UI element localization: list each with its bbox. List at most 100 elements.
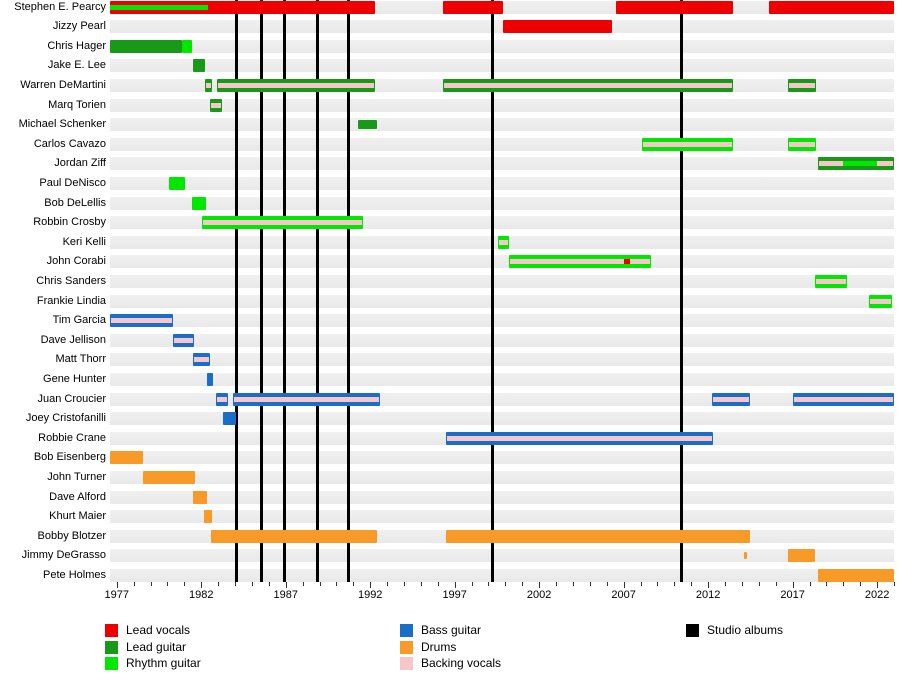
x-axis-minor-tick (471, 582, 473, 586)
x-axis-minor-tick (691, 582, 693, 586)
timeline-bar (817, 568, 894, 582)
x-axis-tick-label: 1987 (273, 589, 298, 601)
x-axis-minor-tick (725, 582, 727, 586)
secondary-role-stripe (793, 396, 893, 402)
row-track (110, 20, 894, 34)
timeline-bar (446, 529, 751, 543)
studio-album-line (259, 0, 263, 582)
member-label: Frankie Lindia (36, 294, 106, 307)
secondary-role-stripe (712, 396, 750, 402)
x-axis-minor-tick (572, 582, 574, 586)
x-axis-minor-tick (556, 582, 558, 586)
x-axis-minor-tick (505, 582, 507, 586)
x-axis-tick-label: 2017 (780, 589, 805, 601)
x-axis-minor-tick (387, 582, 389, 586)
row-track (110, 274, 894, 288)
studio-album-line (346, 0, 350, 582)
secondary-role-stripe (205, 82, 212, 88)
row-track (110, 314, 894, 328)
timeline-bar (442, 78, 734, 92)
timeline-bar (787, 78, 817, 92)
x-axis-minor-tick (741, 582, 743, 586)
member-label: Jizzy Pearl (52, 20, 106, 33)
member-label: Juan Croucier (37, 392, 106, 405)
legend-label-rg: Rhythm guitar (126, 656, 201, 670)
x-axis-minor-tick (150, 582, 152, 586)
legend-swatch-rg (105, 657, 118, 670)
x-axis-major-tick (539, 582, 541, 588)
x-axis-minor-tick (404, 582, 405, 586)
member-label: Robbin Crosby (33, 216, 106, 229)
timeline-bar (110, 0, 376, 14)
secondary-role-stripe (203, 220, 363, 226)
x-axis-minor-tick (336, 582, 338, 586)
member-label: Pete Holmes (43, 568, 106, 581)
timeline-bar (110, 451, 143, 465)
timeline-bar (868, 294, 893, 308)
row-track (110, 353, 894, 367)
member-label: Warren DeMartini (20, 78, 106, 91)
row-track (110, 333, 894, 347)
secondary-role-stripe (509, 259, 650, 265)
member-label: Jordan Ziff (54, 157, 106, 170)
row-track (110, 118, 894, 132)
x-axis-minor-tick (860, 582, 862, 586)
timeline-bar (616, 0, 734, 14)
timeline-bar (446, 431, 714, 445)
member-label: Bobby Blotzer (37, 529, 106, 542)
timeline-bar (192, 59, 205, 73)
x-axis-minor-tick (809, 582, 811, 586)
x-axis-major-tick (201, 582, 203, 588)
legend-swatch-lv (105, 624, 118, 637)
timeline-bar (203, 510, 213, 524)
secondary-role-stripe (210, 102, 221, 108)
row-track (110, 372, 894, 386)
x-axis-minor-tick (657, 582, 659, 586)
member-label: Stephen E. Pearcy (14, 0, 106, 13)
timeline-bar (787, 549, 815, 563)
member-label: Robbie Crane (38, 431, 106, 444)
member-label: John Corabi (46, 255, 106, 268)
member-label: Gene Hunter (43, 372, 106, 385)
timeline-bar (217, 78, 376, 92)
x-axis-tick-label: 1982 (188, 589, 214, 601)
x-axis-minor-tick (167, 582, 169, 586)
x-axis-minor-tick (251, 582, 253, 586)
timeline-bar (711, 392, 751, 406)
overlay-role-mark (110, 4, 208, 10)
x-axis-major-tick (623, 582, 625, 588)
x-axis-major-tick (285, 582, 287, 588)
x-axis-tick-label: 2012 (695, 589, 721, 601)
member-label: Paul DeNisco (39, 176, 106, 189)
x-axis-major-tick (877, 582, 879, 588)
timeline-bar (642, 137, 734, 151)
timeline-bar (211, 529, 377, 543)
timeline-bar (502, 20, 612, 34)
x-axis-minor-tick (302, 582, 304, 586)
member-label: Jake E. Lee (47, 59, 106, 72)
member-label: Dave Alford (49, 490, 106, 503)
x-axis-tick-label: 1977 (104, 589, 129, 601)
row-track (110, 255, 894, 269)
row-track (110, 157, 894, 171)
secondary-role-stripe (869, 298, 892, 304)
legend-label-dr: Drums (421, 639, 457, 654)
x-axis-tick-label: 2007 (611, 589, 636, 601)
secondary-role-stripe (788, 141, 816, 147)
x-axis-minor-tick (319, 582, 321, 586)
row-track (110, 510, 894, 524)
legend-label-al: Studio albums (707, 623, 784, 637)
x-axis-minor-tick (522, 582, 524, 586)
member-label: Dave Jellison (40, 333, 106, 346)
x-axis-minor-tick (488, 582, 490, 586)
timeline-bar (814, 274, 847, 288)
legend-swatch-lg (105, 640, 118, 654)
secondary-role-stripe (643, 141, 733, 147)
timeline-bar (215, 392, 229, 406)
x-axis-minor-tick (133, 582, 135, 586)
legend-label-bg: Bass guitar (421, 623, 482, 637)
timeline-bar (358, 120, 377, 130)
x-axis-minor-tick (235, 582, 237, 586)
studio-album-line (491, 0, 495, 582)
